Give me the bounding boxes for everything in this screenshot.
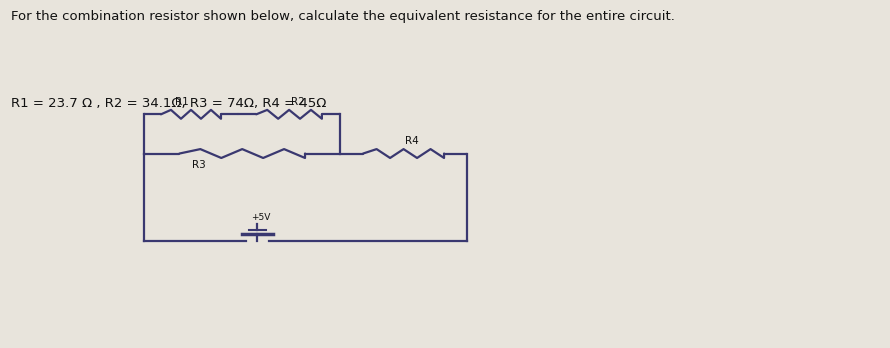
Text: For the combination resistor shown below, calculate the equivalent resistance fo: For the combination resistor shown below… (11, 10, 675, 23)
Text: R1: R1 (175, 97, 189, 107)
Text: R1 = 23.7 Ω , R2 = 34.1Ω, R3 = 74Ω, R4 = 45Ω: R1 = 23.7 Ω , R2 = 34.1Ω, R3 = 74Ω, R4 =… (11, 97, 326, 110)
Text: R3: R3 (191, 160, 206, 171)
Text: R4: R4 (406, 136, 419, 146)
Text: R2: R2 (291, 97, 304, 107)
Text: +5V: +5V (251, 213, 271, 222)
